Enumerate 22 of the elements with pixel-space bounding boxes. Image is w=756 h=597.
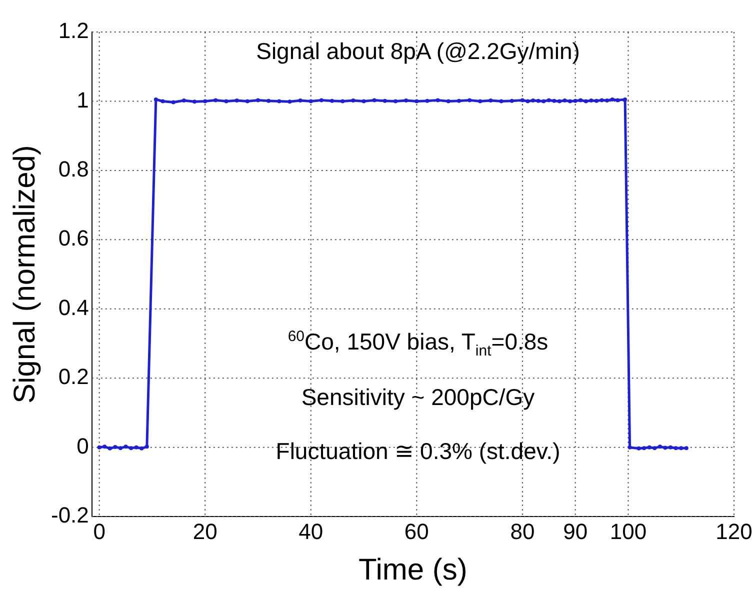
annotation: Fluctuation ≅ 0.3% (st.dev.) <box>276 438 560 465</box>
y-tick-label: 0 <box>76 433 89 458</box>
annotation: $^{60}$Co, 150V bias, T$_{int}$=0.8s <box>288 328 548 360</box>
x-tick-label: 0 <box>93 518 106 544</box>
annotation: Signal about 8pA (@2.2Gy/min) <box>256 38 580 65</box>
y-tick-label: 0.4 <box>58 294 89 320</box>
y-tick-label: 0.8 <box>58 156 89 182</box>
x-tick-label: 120 <box>716 518 752 544</box>
y-tick-label: 0.2 <box>58 364 89 390</box>
y-axis-title: Signal (normalized) <box>8 145 42 404</box>
x-tick-label: 40 <box>298 518 324 544</box>
x-tick-label: 20 <box>192 518 218 544</box>
x-tick-label: 90 <box>563 518 588 544</box>
annotation: Sensitivity ~ 200pC/Gy <box>301 384 535 411</box>
y-tick-label: 1 <box>76 87 89 112</box>
y-tick-label: 0.6 <box>58 226 89 251</box>
y-tick-label: 1.2 <box>58 18 89 44</box>
y-tick-label: -0.2 <box>50 502 89 528</box>
x-axis-title: Time (s) <box>358 553 468 586</box>
x-tick-label: 80 <box>510 518 535 544</box>
x-tick-label: 100 <box>610 518 647 544</box>
x-tick-label: 60 <box>404 518 429 544</box>
